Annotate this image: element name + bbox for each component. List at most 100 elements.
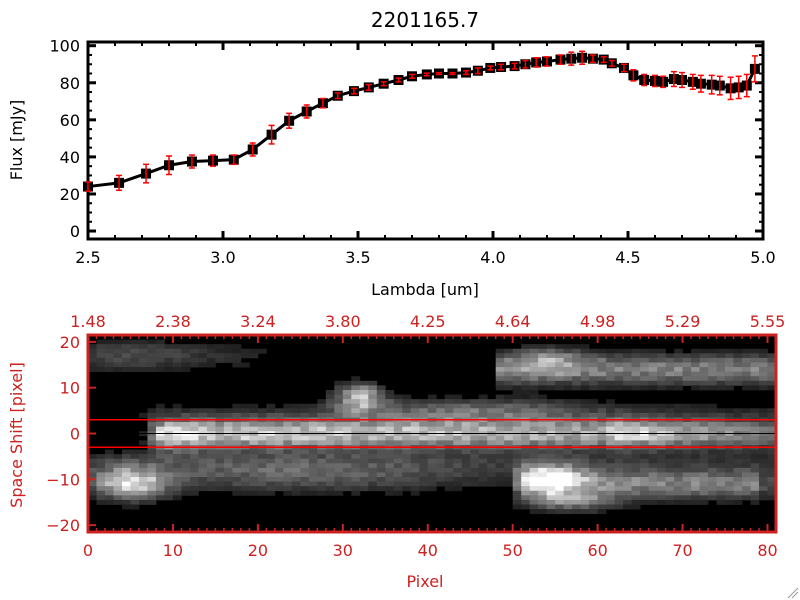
image-pixel bbox=[597, 499, 607, 505]
image-pixel bbox=[546, 477, 556, 482]
image-pixel bbox=[572, 362, 582, 368]
image-pixel bbox=[691, 348, 700, 354]
image-pixel bbox=[725, 481, 734, 487]
image-pixel bbox=[716, 490, 726, 496]
image-pixel bbox=[716, 435, 726, 441]
image-pixel bbox=[606, 399, 616, 405]
image-pixel bbox=[657, 403, 666, 409]
image-pixel bbox=[691, 477, 700, 482]
image-pixel bbox=[589, 440, 599, 446]
image-pixel bbox=[665, 357, 675, 363]
image-pixel bbox=[240, 422, 250, 428]
image-pixel bbox=[104, 481, 114, 487]
image-pixel bbox=[317, 399, 327, 405]
image-pixel bbox=[606, 495, 616, 501]
image-pixel bbox=[529, 467, 539, 473]
error-bar bbox=[568, 51, 575, 66]
image-pixel bbox=[164, 481, 174, 487]
image-pixel bbox=[623, 408, 632, 414]
image-pixel bbox=[648, 454, 658, 460]
error-bar bbox=[303, 104, 310, 119]
image-pixel bbox=[385, 458, 395, 464]
image-pixel bbox=[351, 408, 361, 414]
image-pixel bbox=[733, 481, 743, 487]
image-pixel bbox=[470, 412, 480, 418]
image-pixel bbox=[495, 481, 505, 487]
resize-grip-icon[interactable] bbox=[787, 587, 799, 599]
image-pixel bbox=[317, 426, 327, 432]
image-pixel bbox=[631, 403, 641, 409]
image-pixel bbox=[181, 408, 191, 414]
image-pixel bbox=[623, 504, 632, 510]
image-pixel bbox=[487, 426, 497, 432]
image-pixel bbox=[291, 408, 301, 414]
wavelength-tick-label: 3.80 bbox=[325, 312, 361, 331]
image-pixel bbox=[759, 463, 768, 469]
image-pixel bbox=[206, 426, 216, 432]
image-pixel bbox=[206, 440, 216, 446]
image-pixel bbox=[716, 353, 726, 359]
image-pixel bbox=[512, 440, 522, 446]
image-pixel bbox=[121, 348, 131, 354]
image-pixel bbox=[351, 481, 361, 487]
image-pixel bbox=[334, 481, 344, 487]
image-pixel bbox=[257, 422, 267, 428]
image-pixel bbox=[274, 435, 284, 441]
image-pixel bbox=[691, 367, 700, 373]
image-pixel bbox=[589, 486, 599, 492]
image-pixel bbox=[640, 357, 649, 363]
image-pixel bbox=[699, 385, 709, 391]
image-pixel bbox=[385, 490, 395, 496]
image-pixel bbox=[283, 454, 293, 460]
image-pixel bbox=[470, 422, 480, 428]
image-pixel bbox=[648, 422, 658, 428]
image-pixel bbox=[538, 467, 548, 473]
image-pixel bbox=[623, 426, 632, 432]
image-pixel bbox=[410, 467, 420, 473]
image-pixel bbox=[147, 426, 157, 432]
image-pixel bbox=[665, 376, 675, 382]
image-pixel bbox=[580, 463, 590, 469]
image-pixel bbox=[385, 486, 395, 492]
image-pixel bbox=[368, 426, 378, 432]
image-pixel bbox=[572, 472, 582, 478]
image-pixel bbox=[657, 477, 666, 482]
image-pixel bbox=[232, 408, 242, 414]
image-pixel bbox=[512, 403, 522, 409]
image-pixel bbox=[393, 458, 403, 464]
error-bar bbox=[210, 154, 217, 167]
image-pixel bbox=[164, 344, 174, 350]
image-pixel bbox=[716, 499, 726, 505]
image-pixel bbox=[215, 408, 225, 414]
image-pixel bbox=[767, 458, 777, 464]
image-pixel bbox=[308, 481, 318, 487]
image-pixel bbox=[546, 371, 556, 377]
image-pixel bbox=[470, 472, 480, 478]
image-pixel bbox=[767, 440, 777, 446]
image-pixel bbox=[274, 481, 284, 487]
image-pixel bbox=[708, 385, 717, 391]
image-pixel bbox=[436, 403, 446, 409]
image-pixel bbox=[623, 435, 632, 441]
image-pixel bbox=[725, 367, 734, 373]
image-pixel bbox=[563, 344, 573, 350]
image-pixel bbox=[308, 477, 318, 482]
error-bar bbox=[544, 56, 550, 67]
image-pixel bbox=[691, 486, 700, 492]
image-pixel bbox=[665, 412, 675, 418]
image-pixel bbox=[291, 426, 301, 432]
image-pixel bbox=[325, 394, 335, 400]
image-pixel bbox=[376, 467, 386, 473]
image-pixel bbox=[725, 362, 734, 368]
image-pixel bbox=[555, 481, 565, 487]
image-pixel bbox=[563, 440, 573, 446]
image-pixel bbox=[266, 490, 276, 496]
image-pixel bbox=[359, 380, 369, 386]
image-pixel bbox=[257, 458, 267, 464]
image-pixel bbox=[232, 353, 242, 359]
image-pixel bbox=[546, 353, 556, 359]
image-pixel bbox=[351, 394, 361, 400]
image-pixel bbox=[521, 389, 531, 395]
image-pixel bbox=[495, 376, 505, 382]
image-pixel bbox=[657, 490, 666, 496]
